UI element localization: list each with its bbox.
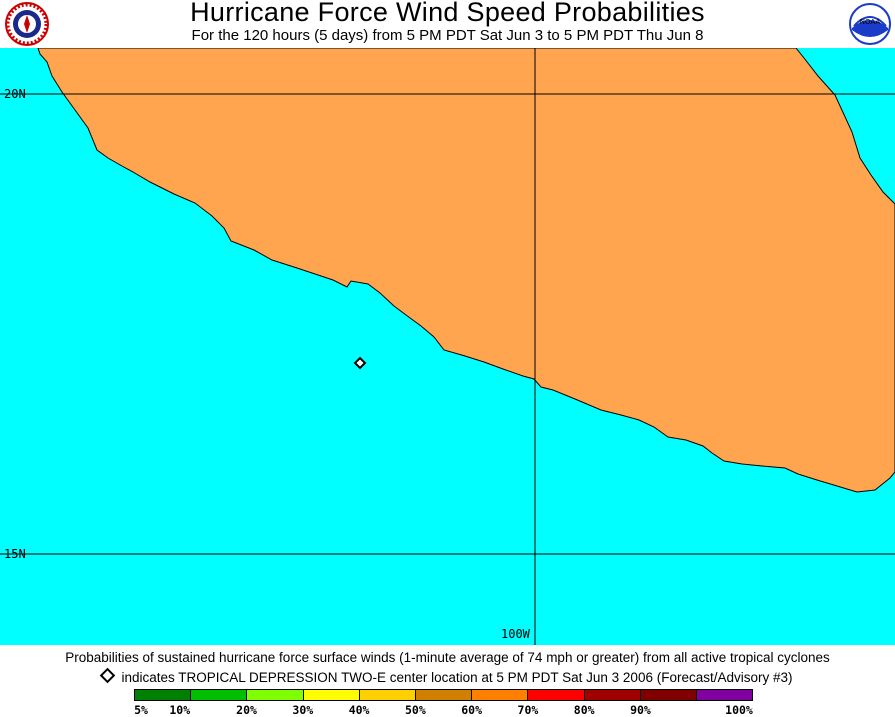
legend-swatch-0 [134, 689, 192, 701]
legend-label-4: 40% [348, 703, 370, 717]
legend-swatch-6 [472, 689, 529, 701]
legend-label-3: 30% [292, 703, 314, 717]
lon-label-100w: 100W [501, 627, 530, 641]
legend-swatch-4 [359, 689, 416, 701]
legend-label-1: 10% [169, 703, 191, 717]
legend-swatch-2 [247, 689, 304, 701]
footer-marker-note: indicates TROPICAL DEPRESSION TWO-E cent… [0, 667, 895, 685]
lat-label-20n: 20N [4, 87, 26, 101]
svg-text:NOAA: NOAA [860, 18, 881, 26]
legend-label-6: 60% [461, 703, 483, 717]
legend-label-0: 5% [134, 703, 148, 717]
footer-marker-text: indicates TROPICAL DEPRESSION TWO-E cent… [121, 670, 793, 685]
diamond-marker-icon [100, 667, 116, 684]
page-title: Hurricane Force Wind Speed Probabilities [190, 0, 705, 27]
storm-center-marker [353, 356, 367, 370]
legend-swatch-7 [528, 689, 585, 701]
legend-swatch-1 [191, 689, 248, 701]
legend-label-10: 100% [725, 703, 753, 717]
legend-label-7: 70% [517, 703, 539, 717]
legend-label-8: 80% [573, 703, 595, 717]
legend-label-9: 90% [630, 703, 651, 717]
noaa-logo: NOAA [848, 2, 892, 51]
legend-swatch-5 [415, 689, 473, 701]
legend-swatch-9 [640, 689, 697, 701]
legend-swatch-8 [584, 689, 641, 701]
legend-swatch-10 [696, 689, 754, 701]
footer: Probabilities of sustained hurricane for… [0, 645, 895, 717]
footer-description: Probabilities of sustained hurricane for… [65, 650, 830, 665]
header: Hurricane Force Wind Speed Probabilities… [0, 0, 895, 48]
probability-legend-bar [134, 689, 754, 701]
map: 20N 15N 100W [0, 48, 895, 645]
legend-label-2: 20% [236, 703, 257, 717]
lat-label-15n: 15N [4, 547, 26, 561]
probability-legend-labels: 5% 10% 20% 30% 40% 50% 60% 70% 80% 90% 100% [0, 703, 895, 717]
nws-logo [3, 2, 51, 51]
legend-swatch-3 [303, 689, 360, 701]
page-subtitle: For the 120 hours (5 days) from 5 PM PDT… [191, 27, 704, 44]
map-canvas [0, 48, 895, 645]
land-mexico [37, 48, 895, 493]
legend-label-5: 50% [404, 703, 426, 717]
